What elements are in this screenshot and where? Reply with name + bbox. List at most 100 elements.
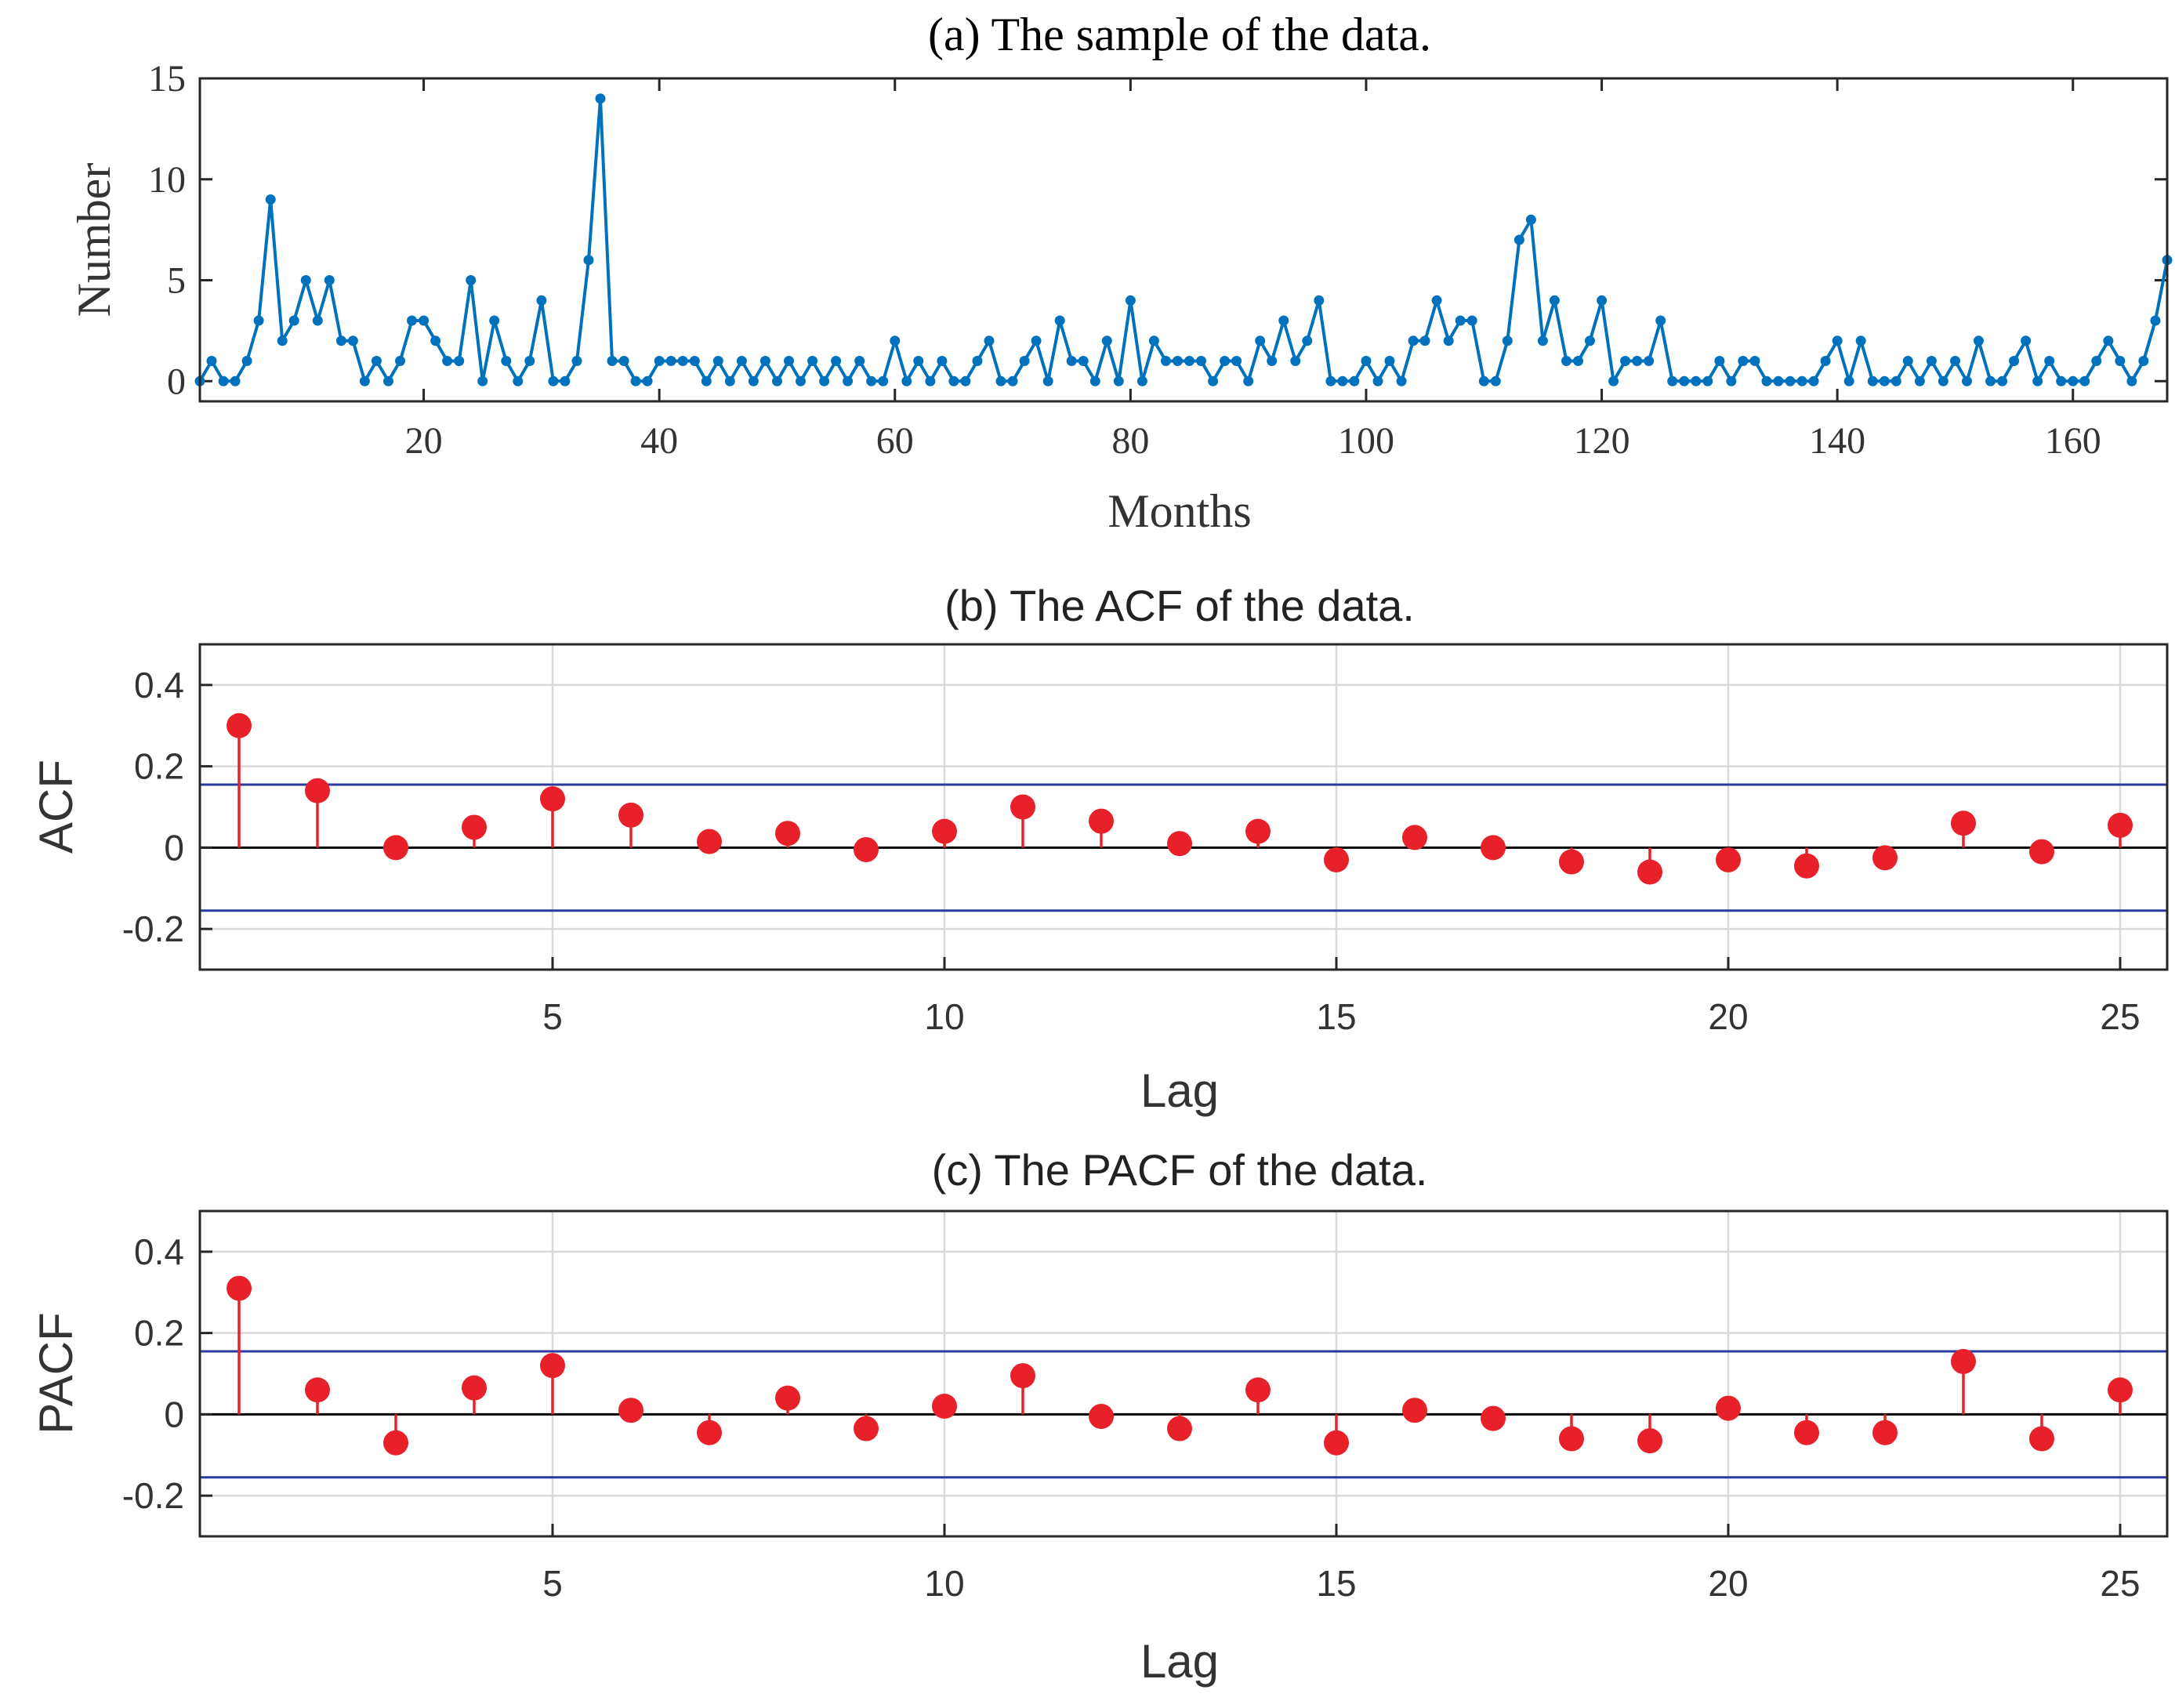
panel-a-data-point	[1785, 375, 1796, 386]
panel-a-data-point	[1620, 356, 1631, 366]
panel-a-data-point	[1443, 335, 1454, 346]
panel-a-ytick-label: 10	[148, 159, 186, 201]
panel-a-data-point	[1184, 356, 1194, 366]
panel-a-data-point	[1136, 375, 1147, 386]
panel-a-data-point	[759, 356, 770, 366]
panel-c-stem-marker	[697, 1420, 722, 1445]
panel-a-data-point	[1808, 375, 1819, 386]
panel-a-data-point	[501, 356, 512, 366]
panel-a-data-point	[1220, 356, 1231, 366]
panel-b-stem-marker	[1716, 847, 1741, 872]
panel-a-data-point	[1161, 356, 1171, 366]
panel-c-stem-marker	[854, 1416, 879, 1441]
panel-a-xtick-label: 120	[1574, 420, 1630, 462]
panel-a-data-point	[1243, 375, 1254, 386]
panel-b-ytick-label: 0.2	[134, 746, 184, 787]
panel-a-data-point	[477, 375, 488, 386]
panel-c-xlabel: Lag	[1140, 1635, 1219, 1688]
panel-a-data-point	[1502, 335, 1513, 346]
panel-a-data-point	[1890, 375, 1901, 386]
panel-a-data-point	[1372, 375, 1383, 386]
panel-c-ticks: 5 10 15 20 25 -0.2 0 0.2 0.4	[122, 1231, 2141, 1604]
panel-a-data-point	[1761, 375, 1772, 386]
panel-c-stems	[227, 1275, 2133, 1456]
panel-a-data-point	[1962, 375, 1972, 386]
panel-a-data-point	[890, 335, 901, 346]
panel-b-stem-marker	[697, 829, 722, 854]
panel-a-xtick-label: 20	[405, 420, 443, 462]
panel-a-data-point	[419, 315, 430, 326]
panel-c-stem-marker	[1951, 1348, 1976, 1374]
panel-a-data-point	[1101, 335, 1112, 346]
panel-c-xtick-label: 25	[2100, 1563, 2140, 1604]
panel-c-stem-marker	[1637, 1428, 1662, 1454]
panel-a-data-point	[937, 356, 948, 366]
panel-c-stem-marker	[227, 1275, 252, 1301]
panel-a-data-point	[1938, 375, 1948, 386]
panel-a-data-point	[1879, 375, 1890, 386]
panel-b-stem-marker	[1637, 859, 1662, 885]
panel-a-ytick-label: 5	[167, 260, 186, 302]
panel-a-data-point	[1537, 335, 1548, 346]
panel-c-stem-marker	[775, 1385, 800, 1411]
panel-a-data-point	[1255, 335, 1266, 346]
panel-b-stem-marker	[2108, 812, 2133, 838]
panel-a-data-point	[324, 275, 335, 285]
panel-b-title: (b) The ACF of the data.	[944, 581, 1415, 630]
panel-a-data-point	[2150, 315, 2161, 326]
panel-c-stem-marker	[2029, 1426, 2054, 1452]
panel-a-data-point	[1749, 356, 1760, 366]
panel-a-xtick-label: 40	[640, 420, 678, 462]
panel-a-data-point	[1054, 315, 1065, 326]
panel-b-stem-marker	[1559, 849, 1584, 875]
panel-a-data-point	[1974, 335, 1984, 346]
panel-a-data-point	[1019, 356, 1030, 366]
panel-a-data-point	[466, 275, 477, 285]
panel-a-data-point	[1691, 375, 1702, 386]
panel-a-data-point	[901, 375, 912, 386]
panel-a-xtick-label: 140	[1809, 420, 1865, 462]
panel-a-data-point	[866, 375, 877, 386]
panel-a-data-point	[1302, 335, 1313, 346]
panel-b-stem-marker	[2029, 839, 2054, 865]
panel-a-data-point	[407, 315, 417, 326]
panel-b-ytick-label: -0.2	[122, 908, 184, 949]
panel-b-stem-marker	[227, 713, 252, 738]
panel-a-data-point	[1196, 356, 1206, 366]
panel-a-xtick-label: 60	[876, 420, 914, 462]
panel-a-data-point	[1597, 295, 1608, 306]
panel-c-xtick-label: 20	[1708, 1563, 1748, 1604]
panel-c-ylabel: PACF	[30, 1312, 82, 1434]
panel-a-data-point	[560, 375, 571, 386]
panel-a-data-point	[1738, 356, 1749, 366]
panel-a-data-point	[1632, 356, 1643, 366]
panel-a-data-point	[1113, 375, 1124, 386]
panel-a-data-point	[854, 356, 865, 366]
panel-a-data-point	[1843, 375, 1854, 386]
panel-a-ylabel: Number	[68, 163, 120, 317]
panel-a-ytick-label: 15	[148, 58, 186, 100]
panel-a-data-point	[1513, 234, 1524, 245]
panel-a-data-point	[665, 356, 676, 366]
panel-a-data-point	[1278, 315, 1289, 326]
panel-b-xtick-label: 15	[1316, 996, 1356, 1037]
panel-a-sample: (a) The sample of the data. 20 40 60 80 100 1…	[68, 9, 2173, 537]
panel-a-data-point	[253, 315, 264, 326]
panel-a-data-point	[288, 315, 299, 326]
panel-a-xtick-label: 160	[2045, 420, 2101, 462]
panel-a-data-point	[748, 375, 759, 386]
panel-b-stem-marker	[618, 802, 643, 828]
panel-a-data-point	[712, 356, 723, 366]
panel-b-stem-marker	[854, 836, 879, 862]
panel-a-data-point	[618, 356, 629, 366]
panel-c-stem-marker	[1559, 1426, 1584, 1452]
panel-b-xtick-label: 5	[542, 996, 563, 1037]
panel-a-data-point	[1608, 375, 1619, 386]
panel-a-data-point	[1267, 356, 1278, 366]
panel-a-data-point	[395, 356, 405, 366]
panel-a-data-point	[960, 375, 971, 386]
panel-c-xtick-label: 15	[1316, 1563, 1356, 1604]
panel-a-data-point	[1455, 315, 1466, 326]
panel-a-data-point	[1914, 375, 1925, 386]
